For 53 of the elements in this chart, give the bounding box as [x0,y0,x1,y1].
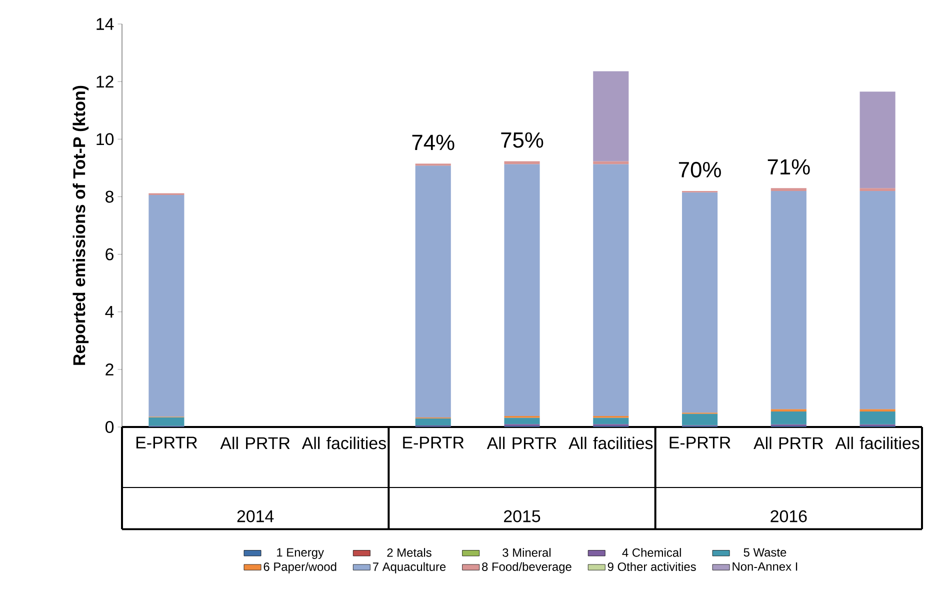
bar [593,71,629,162]
text: 2014 [237,510,274,522]
x-tick-label: All PRTR [486,436,556,450]
bar [415,418,451,426]
y-tick-label: 6 [106,248,114,260]
x-tick-label: All facilities [568,436,653,450]
y-tick-label: 12 [96,76,114,88]
y-tick-label: 4 [105,306,114,318]
bar [415,166,451,418]
annotation: 70% [678,162,721,178]
legend-label: 8 Food/beverage [482,562,572,574]
legend-label: 5 Waste [744,548,786,557]
y-tick-label: 14 [96,18,114,30]
legend-label: 4 Chemical [622,548,681,557]
y-axis-title: Reported emissions of Tot-P (kton) [72,86,89,365]
bar [860,411,896,424]
bar [148,417,184,426]
x-tick-label: All facilities [835,436,920,450]
legend-label: 9 Other activities [608,562,696,571]
text: 2015 [504,510,540,522]
bar [504,418,540,424]
annotation: 75% [501,132,544,148]
y-tick-label: 2 [106,364,114,376]
bar [504,164,540,416]
legend-label: Non-Annex I [732,562,798,571]
bar [593,164,629,416]
legend-label: 2 Metals [387,548,432,557]
bar [770,190,806,410]
bar [148,194,184,417]
legend-label: 6 Paper/wood [264,562,336,574]
annotation: 74% [412,134,454,150]
annotation: 71% [768,159,810,175]
text: 2016 [770,510,807,522]
x-tick-label: E-PRTR [136,436,198,448]
legend-label: 1 Energy [277,548,324,559]
bar [593,418,629,424]
legend-label: 7 Aquaculture [372,562,446,574]
bar [860,92,896,188]
x-tick-label: All facilities [302,436,386,450]
bar [860,188,896,191]
x-tick-label: All PRTR [754,436,824,450]
bar [682,192,718,413]
y-tick-label: 10 [96,133,114,146]
y-tick-label: 0 [105,421,114,433]
bar [860,190,896,410]
x-tick-label: E-PRTR [670,436,730,448]
legend-label: 3 Mineral [502,548,550,557]
x-tick-label: E-PRTR [403,436,464,448]
bar [770,188,806,191]
y-tick-label: 8 [106,190,114,203]
x-tick-label: All PRTR [220,436,290,450]
bar [682,414,718,426]
bar [770,411,806,424]
